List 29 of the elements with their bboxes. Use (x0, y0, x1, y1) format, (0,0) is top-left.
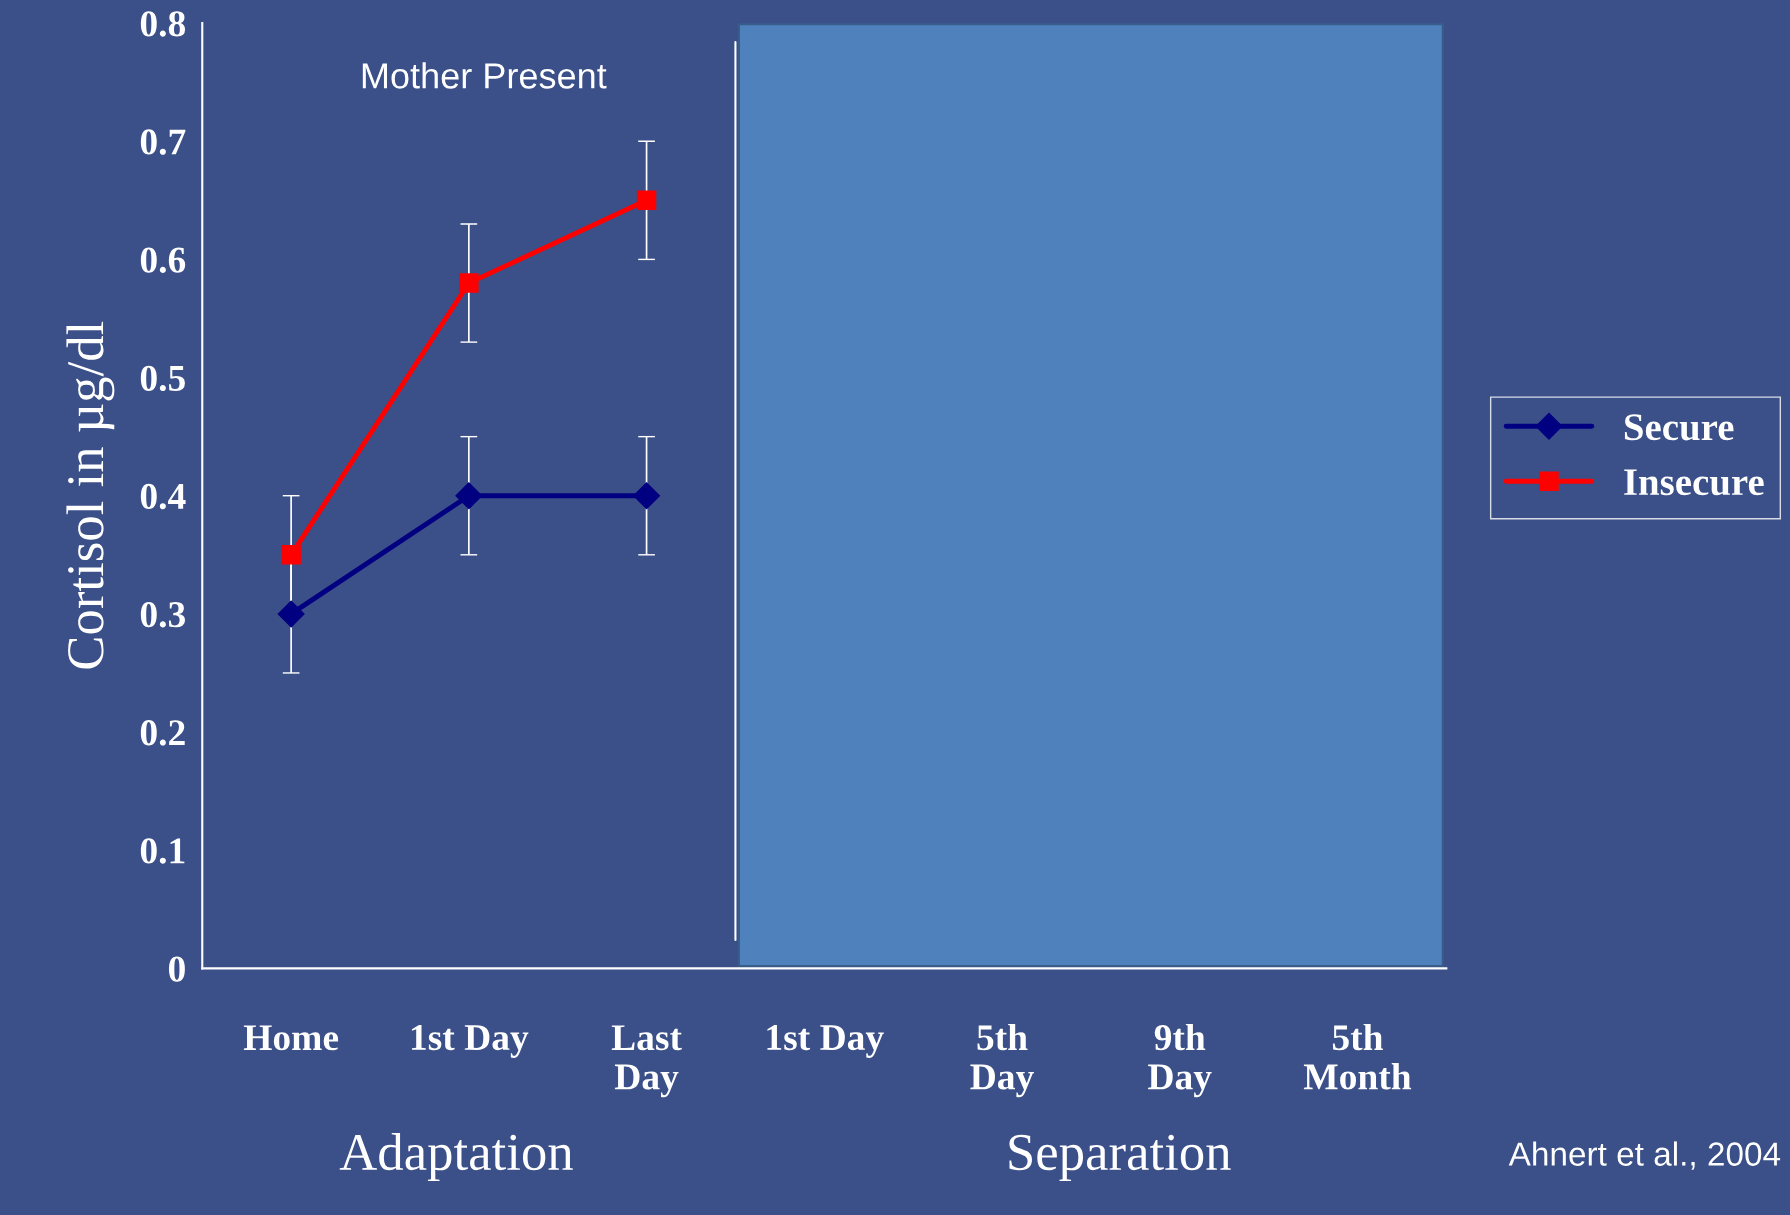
legend-label: Insecure (1624, 469, 1764, 496)
annotation: Mother Present (362, 62, 607, 89)
y-tick-label: 0.1 (140, 838, 185, 864)
x-tick-label: Home (243, 1025, 339, 1051)
y-tick-label: 0 (168, 956, 185, 982)
x-tick-label: 9th Day (1148, 1023, 1212, 1098)
text: Ahnert et al., 2004 (1508, 1141, 1781, 1170)
x-tick-label: 1st Day (767, 1025, 884, 1058)
y-tick-label: 0.3 (140, 601, 186, 628)
point (459, 273, 479, 293)
y-tick-label: 0.7 (140, 129, 186, 155)
point (455, 482, 483, 510)
x-tick-label: 1st Day (411, 1025, 529, 1058)
x-tick-label: 5th Month (1303, 1023, 1412, 1090)
point (633, 482, 661, 510)
point (636, 190, 657, 211)
x-tick-label: Last Day (611, 1025, 682, 1098)
y-tick-label: 0.8 (140, 11, 186, 37)
text: Adaptation (339, 1133, 573, 1181)
y-tick-label: 0.6 (140, 247, 186, 273)
y-axis-title: Cortisol in µg/dl (66, 321, 115, 669)
legend-label: Secure (1624, 414, 1734, 441)
point (277, 600, 305, 628)
text: Separation (1009, 1134, 1231, 1181)
y-tick-label: 0.5 (140, 365, 185, 392)
y-tick-label: 0.4 (140, 483, 186, 510)
x-tick-label: 5th Day (970, 1023, 1034, 1098)
point (281, 545, 301, 565)
y-tick-label: 0.2 (140, 720, 185, 746)
